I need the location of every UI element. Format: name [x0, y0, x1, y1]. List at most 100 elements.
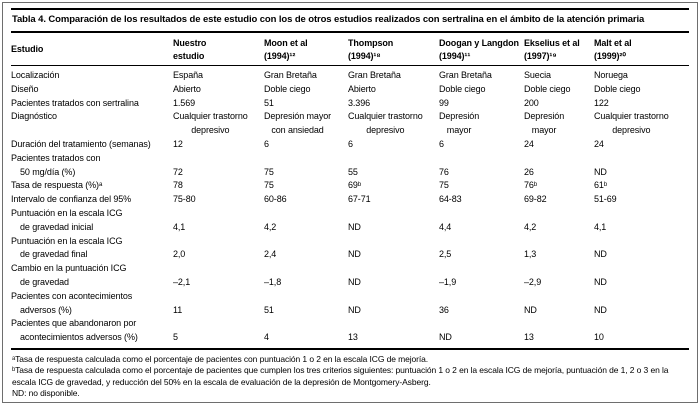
table-cell: 11 [173, 290, 264, 318]
table-cell: Doble ciego [594, 83, 689, 97]
table-cell: Abierto [348, 83, 439, 97]
cell-value: ND [348, 221, 361, 232]
row-label: Cambio en la puntuación ICG de gravedad [11, 263, 127, 287]
footnotes: ᵃTasa de respuesta calculada como el por… [11, 350, 689, 402]
table-cell: 2,4 [264, 235, 348, 263]
cell-value: ND [348, 276, 361, 287]
cell-value: 4,4 [439, 221, 452, 232]
cell-value: 60-86 [264, 194, 287, 205]
table-cell: 4,2 [524, 207, 594, 235]
column-header-doogan: Doogan y Langdon (1994)¹¹ [439, 33, 524, 66]
row-label: Intervalo de confianza del 95% [11, 194, 132, 205]
table-cell: 67-71 [348, 193, 439, 207]
cell-value: 12 [173, 138, 183, 149]
cell-value: 51-69 [594, 194, 617, 205]
cell-value: Cualquier trastorno depresivo [348, 111, 423, 136]
table-cell: 2,0 [173, 235, 264, 263]
table-row: Pacientes con acontecimientos adversos (… [11, 290, 689, 318]
table-cell: 13 [348, 317, 439, 347]
table-row: Cambio en la puntuación ICG de gravedad … [11, 262, 689, 290]
cell-value: 55 [348, 166, 358, 177]
table-cell: ND [348, 207, 439, 235]
cell-value: –2,9 [524, 276, 542, 287]
footnote-b: ᵇTasa de respuesta calculada como el por… [12, 365, 669, 387]
cell-value: 1.569 [173, 97, 196, 108]
cell-value: Doble ciego [264, 83, 311, 94]
cell-value: Gran Bretaña [439, 70, 492, 80]
cell-value: 2,0 [173, 249, 186, 260]
table-cell: 122 [594, 97, 689, 111]
table-cell: ND [594, 290, 689, 318]
table-row: Pacientes que abandonaron por acontecimi… [11, 317, 689, 347]
table-cell: 12 [173, 138, 264, 152]
table-row: Diagnóstico Cualquier trastorno depresiv… [11, 110, 689, 138]
table-cell: 55 [348, 152, 439, 180]
table-row: Duración del tratamiento (semanas) 12 6 … [11, 138, 689, 152]
table-cell: 26 [524, 152, 594, 180]
cell-value: Gran Bretaña [348, 70, 401, 80]
table-row: Intervalo de confianza del 95% 75-80 60-… [11, 193, 689, 207]
cell-value: 24 [524, 138, 534, 149]
comparison-table: Estudio Nuestro estudio Moon et al (1994… [11, 33, 689, 347]
row-label: Pacientes tratados con sertralina [11, 97, 139, 108]
footer-rule [11, 347, 689, 350]
cell-value: ND [594, 276, 607, 287]
row-label: Diseño [11, 83, 39, 94]
table-cell: 1.569 [173, 97, 264, 111]
cell-value: 2,5 [439, 249, 452, 260]
table-cell: ND [348, 290, 439, 318]
table-cell: Noruega [594, 66, 689, 83]
table-cell: 75 [264, 179, 348, 193]
cell-value: ND [594, 249, 607, 260]
table-cell: Depresión mayor [439, 110, 524, 138]
cell-value: 6 [439, 138, 444, 149]
table-cell: 75-80 [173, 193, 264, 207]
cell-value: 61ᵇ [594, 180, 608, 191]
cell-value: –1,9 [439, 276, 457, 287]
table-cell: ND [348, 262, 439, 290]
cell-value: 75 [264, 166, 274, 177]
cell-value: ND [348, 304, 361, 315]
column-header-estudio: Estudio [11, 33, 173, 66]
table-cell: 75 [439, 179, 524, 193]
column-header-malt: Malt et al (1999)²⁰ [594, 33, 689, 66]
row-label: Tasa de respuesta (%)ᵃ [11, 180, 103, 191]
top-rule [11, 8, 689, 10]
cell-value: Cualquier trastorno depresivo [173, 111, 248, 136]
cell-value: 72 [173, 166, 183, 177]
table-cell: Cualquier trastorno depresivo [173, 110, 264, 138]
cell-value: ND [348, 249, 361, 260]
cell-value: 78 [173, 180, 183, 191]
cell-value: 99 [439, 97, 449, 108]
cell-value: Cualquier trastorno depresivo [594, 111, 669, 136]
table-cell: 4,2 [264, 207, 348, 235]
row-label: Pacientes tratados con 50 mg/día (%) [11, 152, 101, 177]
table-cell: 36 [439, 290, 524, 318]
cell-value: 200 [524, 97, 539, 108]
table-cell: ND [594, 262, 689, 290]
cell-value: 26 [524, 166, 534, 177]
table-row: Pacientes tratados con 50 mg/día (%) 72 … [11, 152, 689, 180]
table-cell: Depresión mayor con ansiedad [264, 110, 348, 138]
table-cell: ND [348, 235, 439, 263]
table-row: Puntuación en la escala ICG de gravedad … [11, 207, 689, 235]
table-cell: 76ᵇ [524, 179, 594, 193]
table-cell: 6 [348, 138, 439, 152]
cell-value: Depresión mayor [524, 111, 565, 136]
table-cell: Doble ciego [264, 83, 348, 97]
row-label: Pacientes que abandonaron por acontecimi… [11, 318, 138, 343]
table-cell: 2,5 [439, 235, 524, 263]
cell-value: Doble ciego [524, 83, 571, 94]
table-cell: 4,4 [439, 207, 524, 235]
cell-value: 64-83 [439, 194, 462, 205]
table-cell: 24 [594, 138, 689, 152]
table-cell: 4,1 [594, 207, 689, 235]
cell-value: Abierto [348, 83, 376, 94]
cell-value: 5 [173, 332, 178, 343]
table-cell: 6 [439, 138, 524, 152]
cell-value: ND [439, 332, 452, 343]
table-cell: 10 [594, 317, 689, 347]
row-label: Duración del tratamiento (semanas) [11, 138, 151, 149]
cell-value: 75 [439, 180, 449, 191]
